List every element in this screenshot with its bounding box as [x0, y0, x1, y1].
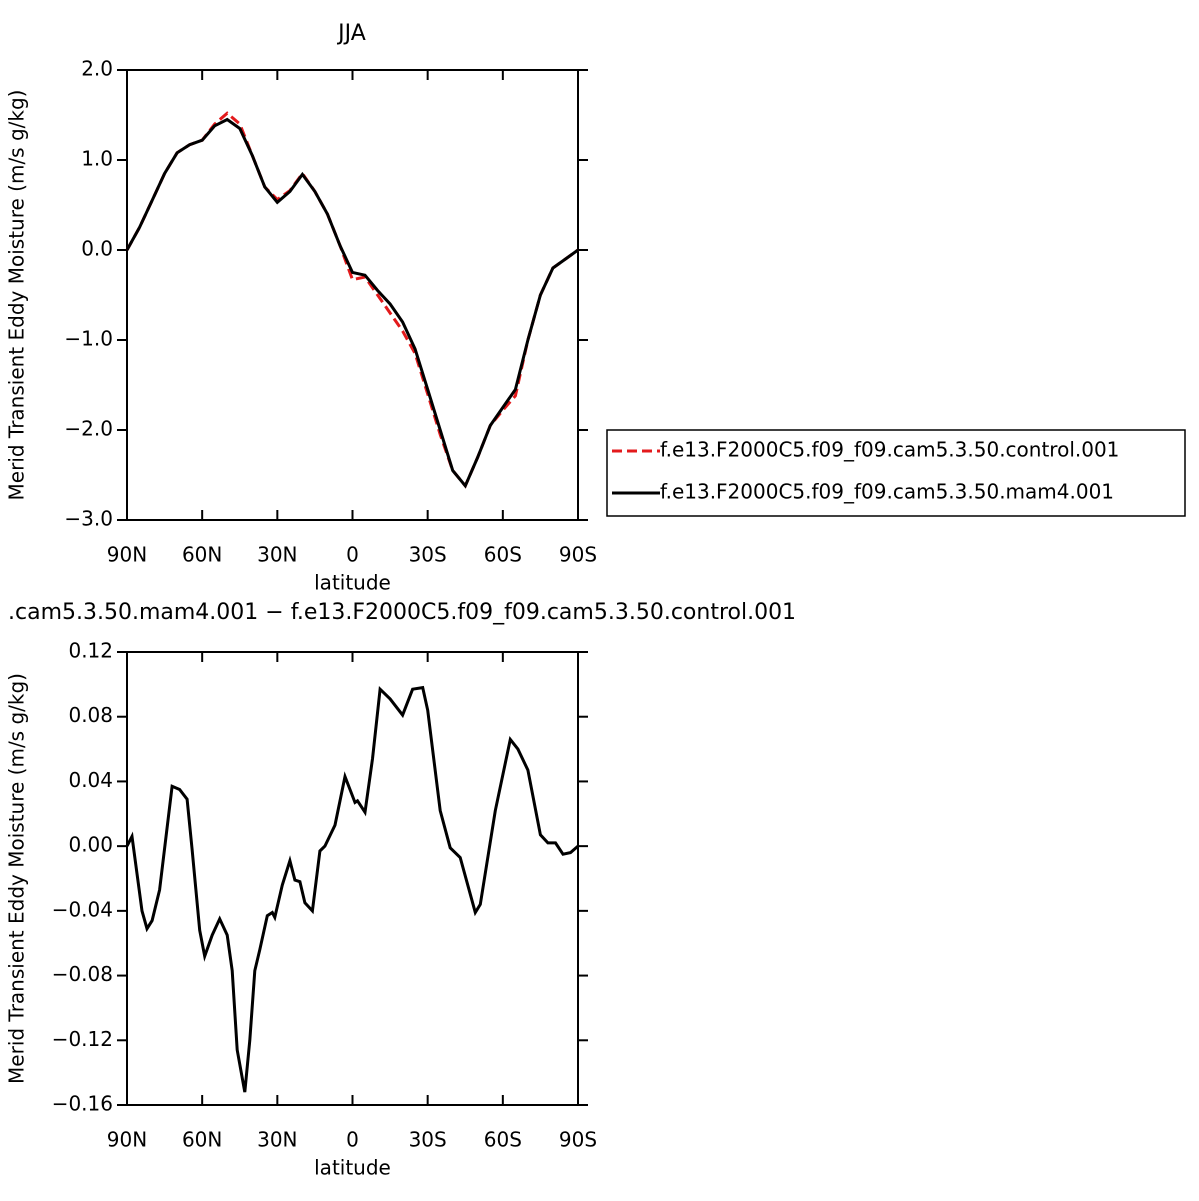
y-tick-label: 1.0 — [81, 147, 113, 171]
data-line — [125, 117, 579, 489]
y-axis-label: Merid Transient Eddy Moisture (m/s g/kg) — [5, 90, 29, 501]
data-line — [125, 111, 579, 489]
y-tick-label: −0.12 — [52, 1027, 113, 1051]
y-tick-label: 0.00 — [68, 833, 113, 857]
x-tick-label: 30S — [409, 543, 447, 567]
x-tick-label: 60S — [484, 543, 522, 567]
x-tick-label: 0 — [346, 543, 359, 567]
y-tick-label: −0.04 — [52, 897, 113, 921]
chart-title: JJA — [336, 21, 366, 46]
x-tick-label: 90N — [107, 1128, 147, 1152]
x-tick-label: 30N — [257, 1128, 297, 1152]
y-tick-label: 0.04 — [68, 768, 113, 792]
x-axis-label: latitude — [314, 571, 391, 595]
y-tick-label: −0.08 — [52, 962, 113, 986]
y-tick-label: 0.0 — [81, 237, 113, 261]
legend-box — [606, 429, 1186, 517]
y-axis-label: Merid Transient Eddy Moisture (m/s g/kg) — [5, 673, 29, 1084]
plot-frame — [126, 69, 579, 521]
y-tick-label: 2.0 — [81, 57, 113, 81]
x-axis-label: latitude — [314, 1156, 391, 1180]
x-tick-label: 90S — [559, 543, 597, 567]
data-line — [125, 685, 579, 1093]
x-tick-label: 60N — [182, 1128, 222, 1152]
x-tick-label: 30N — [257, 543, 297, 567]
x-tick-label: 30S — [409, 1128, 447, 1152]
legend-label: f.e13.F2000C5.f09_f09.cam5.3.50.mam4.001 — [660, 480, 1114, 504]
chart-title: .cam5.3.50.mam4.001 − f.e13.F2000C5.f09_… — [8, 600, 796, 625]
x-tick-label: 60S — [484, 1128, 522, 1152]
legend-label: f.e13.F2000C5.f09_f09.cam5.3.50.control.… — [660, 438, 1119, 462]
x-tick-label: 0 — [346, 1128, 359, 1152]
y-tick-label: −3.0 — [64, 507, 113, 531]
y-tick-label: 0.08 — [68, 703, 113, 727]
y-tick-label: −0.16 — [52, 1092, 113, 1116]
y-tick-label: −1.0 — [64, 327, 113, 351]
y-tick-label: 0.12 — [68, 639, 113, 663]
x-tick-label: 90N — [107, 543, 147, 567]
x-tick-label: 60N — [182, 543, 222, 567]
x-tick-label: 90S — [559, 1128, 597, 1152]
y-tick-label: −2.0 — [64, 417, 113, 441]
